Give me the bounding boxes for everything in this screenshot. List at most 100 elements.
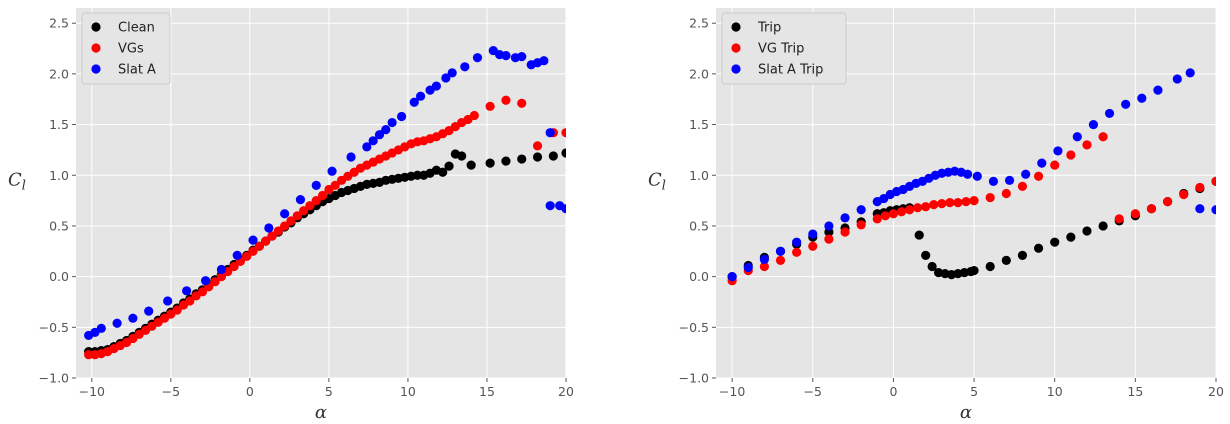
x-tick-label: −5 [804, 384, 822, 399]
data-point [1088, 119, 1099, 130]
data-point [775, 246, 786, 256]
data-point [743, 262, 753, 273]
data-point [972, 171, 982, 181]
x-tick-label: 20 [1208, 384, 1224, 399]
data-point [280, 209, 290, 219]
x-tick-label: 15 [479, 384, 495, 399]
data-point [808, 241, 818, 251]
data-point [330, 180, 340, 190]
y-tick-label: −1.0 [39, 371, 69, 386]
data-point [1072, 132, 1082, 142]
data-point [229, 261, 239, 272]
data-point [381, 125, 391, 135]
data-point [1195, 204, 1205, 214]
data-point [1017, 181, 1028, 192]
x-axis-label: α [315, 402, 327, 423]
y-tick-label: −0.5 [39, 320, 69, 335]
data-point [1211, 205, 1216, 215]
data-point [969, 196, 979, 206]
data-point [1001, 255, 1011, 266]
data-point [532, 141, 543, 151]
y-tick-label: 2.5 [49, 16, 69, 31]
data-point [1021, 169, 1031, 179]
data-point [872, 214, 882, 224]
data-point [201, 276, 211, 286]
data-point [1066, 232, 1076, 242]
y-axis-label-main: C [648, 169, 662, 190]
data-point [197, 287, 208, 297]
data-point [1185, 68, 1195, 78]
legend-marker [91, 43, 101, 53]
data-point [248, 235, 258, 245]
legend-label: Slat A Trip [758, 63, 823, 78]
data-point [128, 313, 138, 323]
data-point [232, 250, 242, 260]
data-points [727, 68, 1216, 286]
data-point [248, 246, 258, 256]
data-point [824, 221, 834, 231]
data-point [317, 190, 328, 201]
data-point [1082, 226, 1092, 236]
data-point [1098, 132, 1108, 142]
y-tick-label: 0.5 [689, 218, 709, 233]
data-point [1082, 140, 1092, 150]
data-point [1114, 214, 1124, 224]
data-point [840, 227, 850, 237]
y-tick-label: 0.5 [49, 218, 69, 233]
data-point [96, 323, 106, 333]
data-point [840, 213, 850, 223]
data-point [346, 152, 356, 162]
data-point [824, 234, 834, 244]
legend-marker [91, 22, 101, 32]
legend-box [721, 12, 847, 85]
x-tick-label: 0 [246, 384, 254, 399]
data-point [945, 198, 955, 208]
legend-marker [731, 64, 741, 74]
data-point [1121, 99, 1131, 109]
x-tick-label: −10 [79, 384, 105, 399]
data-point [896, 207, 907, 217]
data-point [561, 204, 566, 214]
legend-label: Clean [118, 21, 155, 36]
data-point [985, 192, 995, 203]
y-tick-label: 1.0 [49, 168, 69, 183]
x-axis-label: α [960, 402, 972, 423]
data-point [888, 209, 899, 219]
data-point [929, 200, 939, 210]
legend-box [81, 12, 171, 85]
data-point [1033, 243, 1044, 253]
data-point [927, 261, 937, 272]
data-point [1001, 188, 1011, 199]
data-point [856, 220, 866, 230]
data-point [1033, 171, 1044, 181]
data-point [163, 296, 173, 306]
data-point [501, 156, 511, 166]
data-point [792, 247, 802, 257]
data-point [267, 231, 277, 241]
x-tick-label: −5 [162, 384, 180, 399]
y-tick-label: −0.5 [679, 320, 709, 335]
data-points [84, 45, 566, 360]
data-point [1195, 182, 1205, 193]
data-point [441, 73, 451, 83]
data-point [438, 167, 448, 177]
data-point [216, 264, 227, 275]
data-point [280, 221, 290, 231]
data-point [1053, 146, 1063, 156]
data-point [561, 128, 566, 138]
data-point [273, 226, 283, 236]
data-point [368, 136, 378, 146]
data-point [261, 236, 271, 246]
data-point [374, 130, 385, 140]
y-tick-label: 2.0 [49, 66, 69, 81]
data-point [292, 211, 302, 221]
data-point [460, 62, 470, 72]
data-point [362, 142, 372, 152]
data-point [112, 318, 122, 328]
data-point [545, 201, 555, 211]
data-point [1137, 93, 1147, 103]
y-tick-label: 0.0 [49, 269, 69, 284]
data-point [914, 230, 924, 240]
data-point [561, 148, 566, 158]
